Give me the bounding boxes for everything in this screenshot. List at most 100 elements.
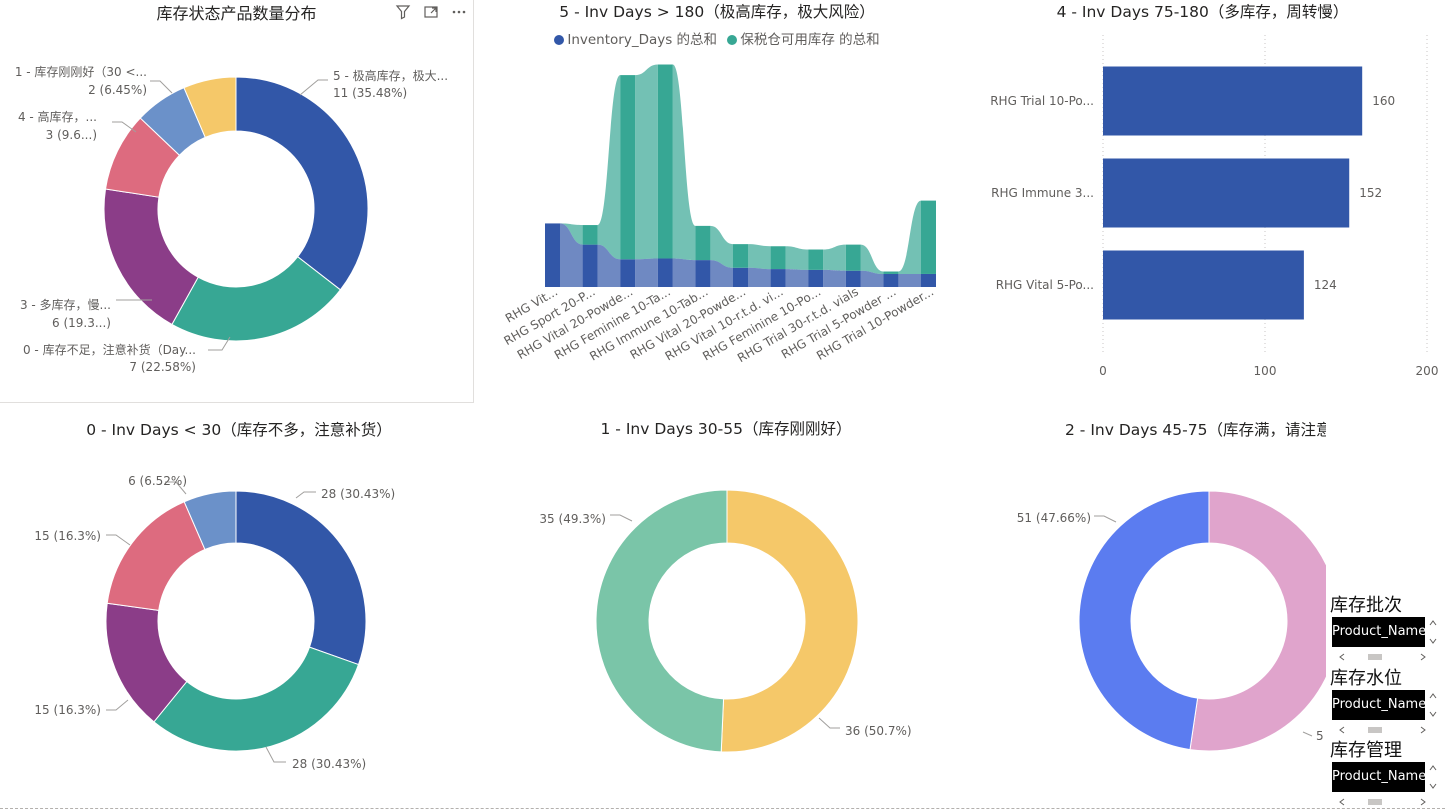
ribbon-bar-segment[interactable] [695,225,711,261]
ribbon-band[interactable] [860,270,884,287]
slicer-management: 库存管理 Product_Name [1326,740,1445,811]
ribbon-band[interactable] [898,200,921,274]
donut-chart[interactable]: 35 (49.3%) 36 (50.7%) [484,410,968,805]
donut-slice[interactable] [235,490,367,666]
ribbon-bar-segment[interactable] [620,259,636,287]
ribbon-band[interactable] [672,258,696,287]
ribbon-chart-panel: 5 - Inv Days > 180（极高库存，极大风险） Inventory_… [478,0,956,400]
horizontal-scrollbar[interactable] [1332,652,1433,662]
slicer-title: 库存批次 [1330,595,1402,616]
ribbon-bar-segment[interactable] [845,270,861,287]
slice-label: 51 (47.66%) [1017,511,1091,525]
horizontal-scrollbar[interactable] [1332,725,1433,735]
vertical-scrollbar[interactable] [1427,690,1439,720]
bar[interactable] [1103,66,1363,136]
slice-label: 7 (22.58%) [129,360,196,374]
ribbon-bar-segment[interactable] [770,269,786,287]
ribbon-band[interactable] [748,244,771,270]
ribbon-bar-segment[interactable] [582,225,598,245]
visual-header-icons [393,2,469,22]
donut-30-55-panel: 1 - Inv Days 30-55（库存刚刚好） 35 (49.3%) 36 … [484,410,968,805]
slice-label: 6 (19.3...) [52,316,111,330]
slice-label: 6 (6.52%) [128,474,187,488]
ribbon-bar-segment[interactable] [883,273,899,287]
slicer-level: 库存水位 Product_Name [1326,668,1445,739]
ribbon-band[interactable] [823,269,846,287]
ribbon-band[interactable] [748,267,771,287]
horizontal-scrollbar[interactable] [1332,797,1433,807]
y-category-label: RHG Immune 3... [991,186,1094,200]
donut-slice[interactable] [183,490,237,551]
donut-slice[interactable] [1189,490,1326,752]
ribbon-band[interactable] [710,225,733,268]
slicer-title: 库存水位 [1330,668,1402,689]
donut-lt30-panel: 0 - Inv Days < 30（库存不多，注意补货） 28 (30.43%)… [0,410,478,805]
ribbon-band[interactable] [672,64,696,261]
ribbon-band[interactable] [635,258,658,287]
ribbon-band[interactable] [823,244,846,271]
page-bottom-border [0,808,1445,809]
ribbon-bar-segment[interactable] [545,223,560,287]
donut-slice[interactable] [106,501,206,611]
donut-chart[interactable]: 28 (30.43%) 6 (6.52%) 15 (16.3%) 15 (16.… [0,410,478,805]
ribbon-bar-segment[interactable] [582,244,598,287]
ribbon-bar-segment[interactable] [657,258,673,287]
ribbon-band[interactable] [898,273,921,287]
ribbon-bar-segment[interactable] [657,64,673,259]
ribbon-band[interactable] [560,223,583,287]
vertical-scrollbar[interactable] [1427,762,1439,792]
ribbon-bar-segment[interactable] [808,269,824,287]
ribbon-bar-segment[interactable] [620,75,636,260]
ribbon-bar-segment[interactable] [733,267,748,287]
donut-slice[interactable] [183,76,237,138]
bar-value-label: 152 [1359,186,1382,200]
ribbon-band[interactable] [860,244,884,274]
slice-label: 3 (9.6...) [46,128,97,142]
donut-slice[interactable] [235,76,369,291]
ribbon-band[interactable] [710,260,733,287]
ribbon-bar-segment[interactable] [921,200,936,274]
slicer-dropdown[interactable]: Product_Name [1332,617,1425,647]
slice-label: 15 (16.3%) [34,703,101,717]
y-category-label: RHG Vital 5-Po... [996,278,1094,292]
legend-dot [554,35,565,45]
ribbon-chart[interactable]: RHG Vit...RHG Sport 20-P...RHG Vital 20-… [478,0,956,400]
filter-icon[interactable] [393,2,413,22]
ribbon-bar-segment[interactable] [921,273,936,287]
donut-slice[interactable] [1078,490,1210,751]
ribbon-bar-segment[interactable] [733,244,748,268]
ribbon-bar-segment[interactable] [845,244,861,271]
slice-label: 4 - 高库存，... [18,109,97,124]
ribbon-bar-segment[interactable] [695,260,711,287]
ribbon-band[interactable] [597,75,621,260]
more-options-icon[interactable] [449,2,469,22]
ribbon-band[interactable] [635,64,658,260]
ribbon-bar-segment[interactable] [808,249,824,270]
ribbon-band[interactable] [597,244,621,287]
focus-mode-icon[interactable] [421,2,441,22]
bar-value-label: 124 [1314,278,1337,292]
ribbon-band[interactable] [785,246,809,270]
chart-title: 库存状态产品数量分布 [156,4,317,23]
ribbon-band[interactable] [785,269,809,287]
horizontal-bar-chart[interactable]: 0 100 200 160 RHG Trial 10-Po... 152 RHG Immu… [960,0,1445,400]
slice-label: 5 [1316,729,1324,743]
donut-slice[interactable] [720,489,859,753]
slicer-batch: 库存批次 Product_Name [1326,595,1445,666]
chart-legend: Inventory_Days 的总和 保税仓可用库存 的总和 [478,28,956,48]
ribbon-bar-segment[interactable] [770,246,786,270]
ribbon-bar-segment[interactable] [883,271,899,274]
donut-slice[interactable] [153,646,360,752]
donut-slice[interactable] [595,489,728,753]
slicer-dropdown[interactable]: Product_Name [1332,690,1425,720]
legend-item[interactable]: 保税仓可用库存 的总和 [727,32,880,48]
slicer-title: 库存管理 [1330,740,1402,761]
slice-label: 3 - 多库存，慢... [20,297,111,312]
status-donut-chart[interactable]: 5 - 极高库存，极大... 11 (35.48%) 1 - 库存刚刚好（30 … [0,0,473,402]
legend-item[interactable]: Inventory_Days 的总和 [554,32,717,48]
donut-chart[interactable]: 51 (47.66%) 5 [966,410,1326,805]
bar[interactable] [1103,250,1304,320]
slicer-dropdown[interactable]: Product_Name [1332,762,1425,792]
vertical-scrollbar[interactable] [1427,617,1439,647]
bar[interactable] [1103,158,1350,228]
